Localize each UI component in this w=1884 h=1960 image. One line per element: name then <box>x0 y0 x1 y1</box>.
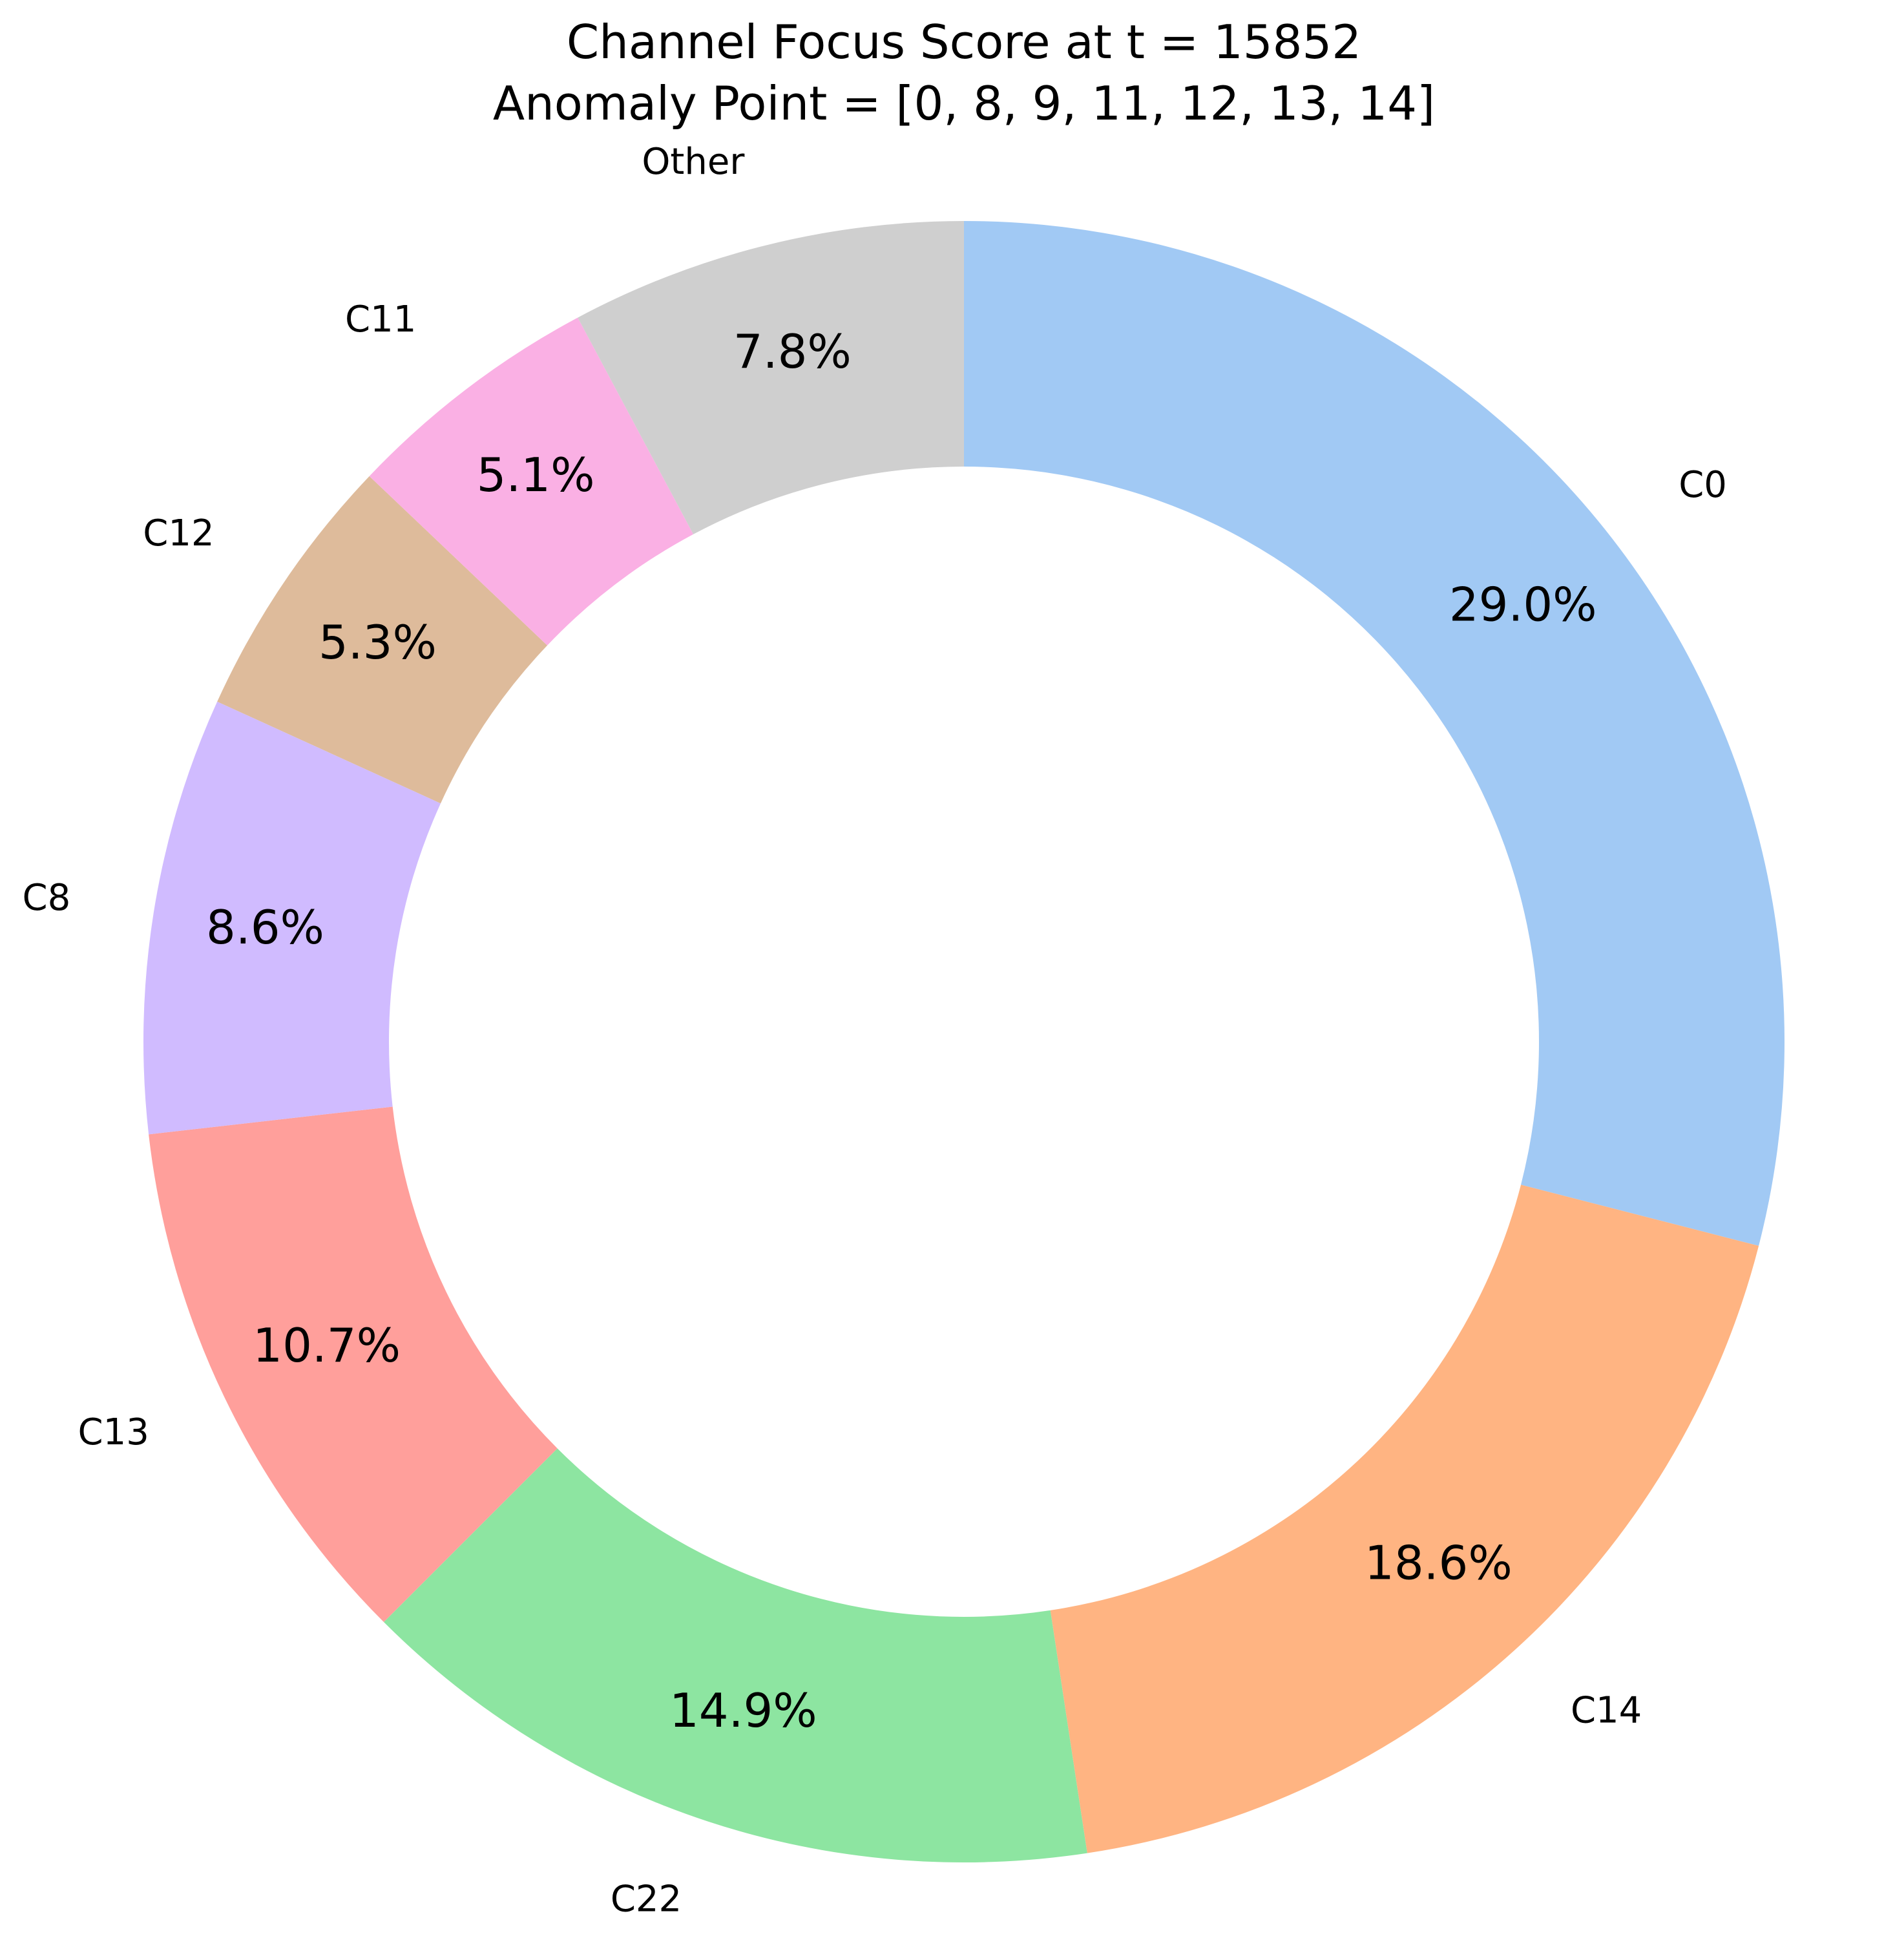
pct-label-c0: 29.0% <box>1449 577 1597 631</box>
slice-label-c22: C22 <box>611 1878 682 1920</box>
slice-c8 <box>143 701 441 1135</box>
slice-label-c12: C12 <box>143 512 214 554</box>
slice-c12 <box>217 476 548 804</box>
slice-label-c11: C11 <box>345 299 416 341</box>
percentage-labels: 29.0% 18.6% 14.9% 10.7% 8.6% 5.3% 5.1% 7.8% <box>206 324 1597 1738</box>
pct-label-c8: 8.6% <box>206 900 324 954</box>
slice-label-c13: C13 <box>78 1411 149 1453</box>
slice-c13 <box>149 1106 558 1623</box>
slice-label-c8: C8 <box>23 877 71 919</box>
slice-other <box>578 221 964 534</box>
slice-label-c0: C0 <box>1679 464 1727 506</box>
slice-c0 <box>964 221 1785 1246</box>
chart-subtitle: Anomaly Point = [0, 8, 9, 11, 12, 13, 14… <box>493 76 1435 131</box>
slice-c22 <box>383 1448 1087 1862</box>
chart-title: Channel Focus Score at t = 15852 <box>567 15 1361 69</box>
slice-labels: C0 C14 C22 C13 C8 C12 C11 Other <box>23 141 1727 1920</box>
pct-label-c14: 18.6% <box>1365 1536 1512 1590</box>
slice-label-other: Other <box>642 141 745 183</box>
slice-c11 <box>369 317 694 646</box>
pct-label-c22: 14.9% <box>669 1683 817 1738</box>
donut-slices <box>143 221 1785 1862</box>
pct-label-c11: 5.1% <box>477 448 595 502</box>
pct-label-other: 7.8% <box>733 324 852 379</box>
pct-label-c13: 10.7% <box>253 1318 401 1373</box>
slice-c14 <box>1050 1185 1759 1853</box>
pct-label-c12: 5.3% <box>319 615 437 669</box>
slice-label-c14: C14 <box>1571 1690 1642 1732</box>
